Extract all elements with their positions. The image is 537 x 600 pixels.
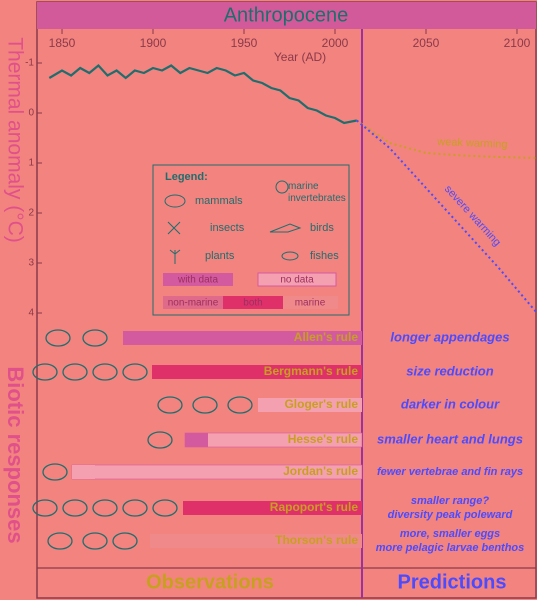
rule-name: Thorson's rule bbox=[275, 533, 358, 547]
taxon-icon bbox=[32, 499, 58, 517]
rule-name: Jordan's rule bbox=[283, 464, 358, 478]
legend-data: no data bbox=[280, 275, 314, 286]
taxon-icon bbox=[45, 329, 71, 347]
series-line bbox=[48, 63, 358, 125]
footer-observations: Observations bbox=[146, 571, 274, 593]
legend-taxon: mammals bbox=[195, 195, 243, 207]
x-axis-label: Year (AD) bbox=[274, 50, 326, 64]
rule-effect: longer appendages bbox=[390, 329, 509, 344]
legend-icons bbox=[164, 180, 302, 264]
taxon-icon bbox=[47, 532, 73, 550]
x-tick-label: 1850 bbox=[49, 36, 76, 50]
legend-taxon-box: marine invertebrates bbox=[288, 181, 346, 204]
x-tick-label: 2100 bbox=[504, 36, 531, 50]
taxon-icon bbox=[42, 463, 68, 481]
legend-taxon: plants bbox=[205, 250, 235, 262]
legend-data: with data bbox=[177, 275, 218, 286]
icon-invertebrate bbox=[275, 180, 289, 194]
legend-taxon: fishes bbox=[310, 250, 339, 262]
rule-effect: darker in colour bbox=[401, 396, 500, 411]
rule-bar bbox=[185, 433, 208, 447]
icon-fish bbox=[281, 251, 299, 261]
legend-swatch bbox=[283, 296, 338, 309]
rule-effect: diversity peak poleward bbox=[388, 509, 513, 521]
rule-bar bbox=[150, 534, 362, 548]
taxon-icon bbox=[227, 396, 253, 414]
x-tick-label: 1900 bbox=[140, 36, 167, 50]
taxon-icon bbox=[32, 363, 58, 381]
rule-bar bbox=[258, 398, 362, 412]
x-tick-label: 1950 bbox=[231, 36, 258, 50]
legend-swatch bbox=[163, 296, 223, 309]
taxon-icon bbox=[122, 363, 148, 381]
legend-habitat: marine bbox=[295, 298, 326, 309]
taxon-icon bbox=[92, 499, 118, 517]
y-axis-label: Thermal anomaly (°C) bbox=[3, 37, 26, 243]
rule-effect: fewer vertebrae and fin rays bbox=[377, 466, 523, 478]
taxon-icon bbox=[192, 396, 218, 414]
legend-swatch bbox=[163, 273, 233, 286]
taxon-icon bbox=[152, 499, 178, 517]
top-band bbox=[37, 2, 536, 29]
rule-bar bbox=[123, 331, 362, 345]
legend-taxon: birds bbox=[310, 222, 334, 234]
rule-effect: more, smaller eggs bbox=[400, 528, 500, 540]
legend-habitat: non-marine bbox=[168, 298, 219, 309]
rule-bar bbox=[152, 365, 362, 379]
taxon-icon bbox=[62, 499, 88, 517]
taxon-icon bbox=[122, 499, 148, 517]
y-tick-label: 2 bbox=[28, 208, 34, 219]
taxon-icon bbox=[157, 396, 183, 414]
x-tick-label: 2000 bbox=[322, 36, 349, 50]
y-tick-label: 4 bbox=[28, 308, 34, 319]
title: Anthropocene bbox=[224, 4, 349, 26]
taxon-icon bbox=[92, 363, 118, 381]
taxon-icon bbox=[147, 431, 173, 449]
rule-name: Gloger's rule bbox=[284, 397, 358, 411]
series-label: weak warming bbox=[436, 136, 508, 151]
rule-name: Bergmann's rule bbox=[264, 364, 359, 378]
y-tick-label: 1 bbox=[28, 158, 34, 169]
icon-mammal bbox=[164, 194, 186, 208]
rule-name: Allen's rule bbox=[294, 330, 359, 344]
rule-effect: more pelagic larvae benthos bbox=[376, 542, 525, 554]
rule-name: Hesse's rule bbox=[288, 432, 359, 446]
rule-effect: smaller heart and lungs bbox=[377, 431, 523, 446]
rule-bar bbox=[72, 465, 95, 479]
rule-effect: smaller range? bbox=[411, 495, 490, 507]
series-line bbox=[356, 119, 537, 159]
legend-swatch bbox=[223, 296, 283, 309]
y-tick-label: 0 bbox=[28, 108, 34, 119]
icon-bird bbox=[269, 223, 302, 233]
legend-taxon: marine invertebrates bbox=[288, 181, 346, 204]
taxon-icon bbox=[62, 363, 88, 381]
rule-effect: size reduction bbox=[406, 363, 493, 378]
taxon-icon bbox=[82, 532, 108, 550]
taxon-icon bbox=[112, 532, 138, 550]
rule-bar bbox=[183, 501, 362, 515]
taxon-icon bbox=[82, 329, 108, 347]
legend-swatch bbox=[257, 272, 337, 287]
legend-title: Legend: bbox=[165, 171, 208, 183]
series-line bbox=[356, 119, 537, 314]
section-label: Biotic responses bbox=[3, 366, 28, 543]
icon-plant bbox=[169, 249, 181, 264]
legend-habitat: both bbox=[243, 298, 262, 309]
x-tick-label: 2050 bbox=[413, 36, 440, 50]
y-tick-label: 3 bbox=[28, 258, 34, 269]
legend-taxon: insects bbox=[210, 222, 245, 234]
rule-name: Rapoport's rule bbox=[270, 500, 359, 514]
icon-insect bbox=[167, 221, 181, 235]
footer-predictions: Predictions bbox=[398, 571, 507, 593]
legend-box bbox=[152, 164, 350, 316]
y-tick-label: -1 bbox=[25, 58, 34, 69]
